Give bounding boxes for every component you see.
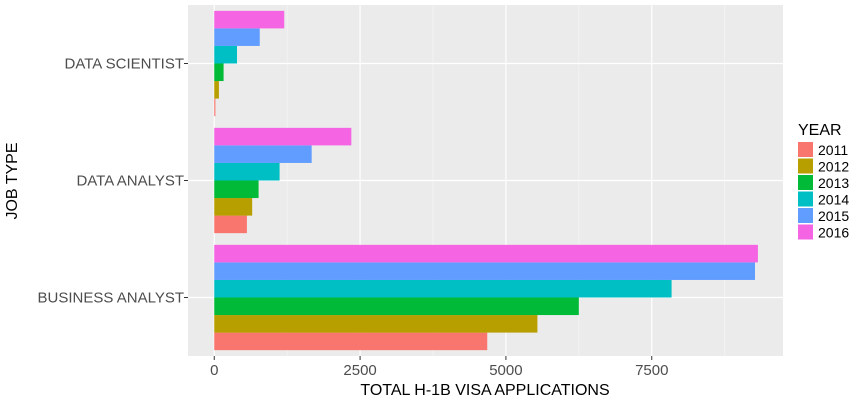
legend-key-2011 [798,142,813,157]
y-axis: BUSINESS ANALYST DATA ANALYST DATA SCIENTI… [38,56,188,307]
legend-label: 2012 [818,159,849,175]
bar-2014 [214,279,672,298]
x-tick-label: 2500 [343,362,376,379]
legend-key-2013 [798,175,813,190]
y-tick-label: DATA SCIENTIST [65,56,184,73]
bar-2011 [214,332,488,351]
legend-title: YEAR [798,122,842,139]
x-tick-label: 5000 [489,362,522,379]
bar-2015 [214,262,755,280]
legend-label: 2011 [818,142,848,158]
bar-2012 [214,315,538,333]
bars [214,10,758,351]
bar-2013 [214,180,259,199]
legend-label: 2013 [818,175,849,191]
legend-key-2014 [798,191,813,207]
bar-2015 [214,28,260,46]
legend-key-2015 [798,208,813,223]
bar-2011 [214,98,216,117]
x-axis-title: TOTAL H-1B VISA APPLICATIONS [360,382,609,399]
x-axis: 0 2500 5000 7500 [210,356,668,379]
legend-key-2016 [798,224,813,240]
bar-2011 [214,215,247,234]
x-tick-label: 7500 [635,362,668,379]
bar-2014 [214,162,280,181]
bar-2016 [214,127,352,146]
bar-2016 [214,10,285,29]
bar-2013 [214,297,579,316]
x-tick-label: 0 [210,362,218,379]
bar-2014 [214,45,237,64]
bar-2016 [214,244,758,263]
y-axis-title: JOB TYPE [4,142,21,219]
bar-2012 [214,198,253,216]
y-tick-label: BUSINESS ANALYST [38,290,184,307]
legend-label: 2016 [818,225,849,241]
y-tick-label: DATA ANALYST [76,173,184,190]
legend-label: 2014 [818,192,849,208]
bar-2012 [214,81,219,99]
legend-label: 2015 [818,208,849,224]
bar-2015 [214,145,312,163]
legend-key-2012 [798,158,813,174]
bar-2013 [214,63,224,82]
